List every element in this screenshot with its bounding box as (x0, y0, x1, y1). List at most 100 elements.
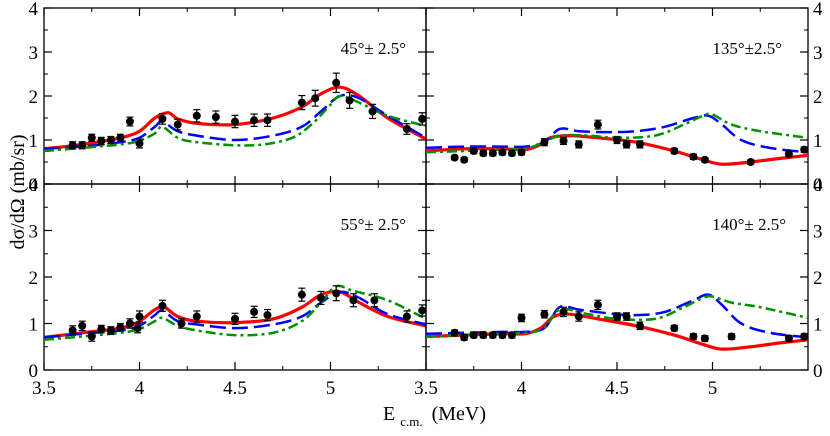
data-marker (488, 331, 497, 340)
y-tick-label: 2 (29, 268, 39, 289)
data-marker (540, 310, 549, 319)
data-marker (479, 331, 488, 340)
data-marker (250, 116, 259, 125)
y-tick-label: 3 (29, 43, 39, 64)
data-point (670, 147, 679, 155)
data-point (125, 318, 134, 329)
data-point (316, 290, 325, 306)
data-point (402, 310, 411, 323)
angle-annotation-p135: 135°±2.5° (712, 39, 782, 58)
data-marker (469, 147, 478, 155)
data-point (158, 112, 167, 125)
x-tick-label: 3.5 (414, 378, 438, 399)
data-point (332, 285, 341, 302)
data-point (613, 135, 621, 145)
data-marker (263, 116, 272, 125)
data-point (593, 299, 602, 311)
y-tick-label: 4 (813, 175, 823, 196)
data-point (479, 149, 488, 158)
y-tick-label: 0 (29, 361, 39, 382)
data-point (418, 112, 426, 126)
data-marker (559, 136, 568, 145)
data-marker (345, 96, 354, 105)
data-point (784, 150, 793, 159)
data-point (68, 141, 77, 150)
data-marker (540, 138, 549, 147)
data-marker (116, 133, 125, 142)
data-point (87, 133, 96, 142)
y-tick-label: 1 (813, 315, 823, 336)
data-marker (450, 153, 459, 162)
data-point (231, 114, 239, 129)
data-point (345, 91, 354, 109)
data-point (231, 312, 239, 326)
data-point (784, 334, 793, 343)
data-point (507, 331, 516, 340)
y-tick-label: 2 (29, 87, 39, 108)
data-marker (559, 307, 568, 316)
data-marker (450, 328, 459, 337)
data-point (250, 113, 259, 127)
data-point (689, 332, 698, 341)
data-marker (125, 319, 134, 328)
y-tick-label: 0 (813, 175, 823, 196)
data-marker (498, 331, 507, 340)
data-point (263, 308, 272, 322)
y-tick-label: 0 (813, 361, 823, 382)
panel-p135: 0 1 2 3 4 135°±2.5° (425, 0, 823, 196)
data-point (540, 309, 549, 319)
x-axis-label: E c.m. (MeV) (383, 403, 486, 431)
data-marker (231, 314, 239, 323)
series-line-red (44, 85, 426, 151)
data-point (689, 152, 698, 161)
data-marker (125, 117, 134, 126)
data-point (746, 158, 755, 166)
data-marker (311, 94, 320, 103)
data-marker (507, 331, 516, 340)
data-marker (670, 324, 679, 333)
data-point (517, 148, 526, 157)
x-axis-label-unit: (MeV) (432, 403, 486, 425)
data-point (332, 72, 341, 94)
data-marker (689, 332, 698, 341)
data-point (488, 149, 497, 158)
panel-p55: 0 1 2 3 4 3.5 4 4.5 5 55°± 2.5° (29, 175, 427, 399)
data-marker (68, 326, 77, 335)
data-point (700, 334, 709, 343)
y-tick-label: 0 (29, 175, 39, 196)
data-point (574, 311, 583, 322)
data-point (368, 103, 377, 120)
data-point (622, 312, 631, 321)
data-marker (158, 114, 167, 123)
data-point (700, 155, 709, 164)
data-marker (402, 312, 411, 321)
data-marker (158, 301, 167, 310)
chart-panels: 0 1 2 3 4 45°± 2.5° 0 1 2 3 4 135°±2.5° 0 1 2 3 4 3.5 4 4.5… (29, 0, 824, 399)
data-point (87, 331, 96, 342)
y-tick-label: 4 (29, 175, 39, 196)
data-point (133, 322, 142, 334)
data-marker (613, 312, 621, 321)
data-point (479, 331, 488, 340)
data-marker (622, 312, 631, 321)
angle-annotation-p55: 55°± 2.5° (341, 215, 406, 234)
data-point (158, 299, 167, 313)
data-point (297, 94, 306, 111)
data-point (311, 89, 320, 107)
data-marker (173, 120, 182, 129)
data-point (263, 113, 272, 127)
data-marker (670, 147, 679, 155)
data-marker (488, 149, 497, 158)
y-tick-label: 3 (813, 222, 823, 243)
data-point (192, 109, 201, 123)
data-marker (784, 150, 793, 159)
y-tick-label: 3 (29, 222, 39, 243)
data-marker (517, 313, 526, 322)
data-point (613, 312, 621, 321)
data-point (297, 287, 306, 302)
data-marker (613, 136, 621, 144)
data-point (116, 322, 125, 332)
curves-p135 (426, 112, 808, 166)
series-line-blue (44, 93, 426, 151)
data-marker (231, 117, 239, 126)
